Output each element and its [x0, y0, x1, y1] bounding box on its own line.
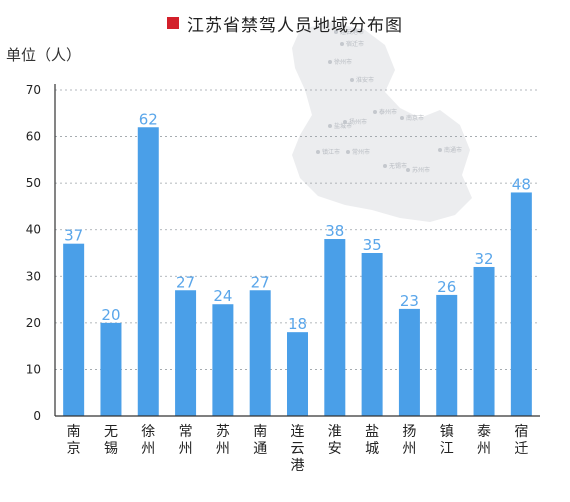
- bar-value-label: 20: [101, 306, 120, 324]
- map-city-dot: [383, 164, 387, 168]
- bars: [63, 127, 532, 416]
- map-city-dot: [373, 110, 377, 114]
- map-city-label: 盐城市: [334, 122, 352, 130]
- bar: [212, 304, 234, 416]
- bar: [249, 290, 271, 416]
- map-city-dot: [438, 148, 442, 152]
- bar-value-label: 18: [288, 315, 307, 333]
- map-city-dot: [406, 168, 410, 172]
- y-axis-unit-label: 单位（人）: [6, 46, 82, 64]
- bar: [100, 322, 122, 416]
- map-city-label: 连云港市: [340, 28, 364, 36]
- map-city-dot: [350, 78, 354, 82]
- bar: [473, 266, 495, 416]
- bar-value-label: 26: [437, 278, 456, 296]
- bar-value-label: 38: [325, 222, 344, 240]
- map-shape: [292, 22, 472, 222]
- x-category-label: 连云港: [291, 424, 305, 474]
- bar-value-label: 24: [213, 287, 232, 305]
- title-marker-icon: [167, 17, 179, 29]
- map-city-dot: [346, 150, 350, 154]
- y-tick-label: 70: [26, 83, 41, 97]
- x-category-label: 淮安: [328, 424, 342, 457]
- map-city-label: 宿迁市: [346, 40, 364, 48]
- y-axis: 0 10 20 30 40 50 60 70: [26, 83, 56, 423]
- bar: [175, 290, 197, 416]
- map-city-dot: [328, 124, 332, 128]
- map-city-label: 南京市: [406, 114, 424, 122]
- bar: [63, 243, 85, 416]
- chart-title: 江苏省禁驾人员地域分布图: [187, 15, 403, 36]
- map-city-label: 无锡市: [389, 162, 407, 170]
- bar: [137, 127, 159, 416]
- map-city-dot: [340, 42, 344, 46]
- x-category-label: 镇江: [440, 424, 454, 457]
- x-category-label: 南京: [67, 424, 81, 457]
- map-city-label: 泰州市: [379, 108, 397, 116]
- map-city-label: 苏州市: [412, 166, 430, 174]
- map-city-dot: [334, 30, 338, 34]
- bar: [324, 239, 346, 416]
- y-tick-label: 50: [26, 176, 41, 190]
- map-city-dot: [328, 60, 332, 64]
- x-category-label: 徐州: [141, 424, 155, 457]
- map-city-label: 扬州市: [349, 118, 367, 126]
- bar: [361, 253, 383, 416]
- map-city-dot: [316, 150, 320, 154]
- map-city-dot: [400, 116, 404, 120]
- bar-value-label: 48: [512, 175, 531, 193]
- x-category-label: 扬州: [402, 424, 416, 457]
- map-city-label: 南通市: [444, 146, 462, 154]
- x-category-label: 常州: [179, 424, 193, 457]
- x-category-label: 南通: [253, 424, 267, 457]
- y-tick-label: 30: [26, 269, 41, 283]
- bar-value-label: 27: [176, 273, 195, 291]
- y-tick-label: 60: [26, 130, 41, 144]
- bar-value-label: 23: [400, 292, 419, 310]
- bar: [287, 332, 308, 416]
- chart-title-row: 江苏省禁驾人员地域分布图: [0, 8, 570, 38]
- bar: [510, 192, 532, 416]
- bar-value-label: 35: [363, 236, 382, 254]
- x-category-label: 泰州: [477, 424, 491, 457]
- y-tick-label: 10: [26, 362, 41, 376]
- bar-value-label: 62: [139, 110, 158, 128]
- gridlines: [55, 89, 540, 370]
- bar: [436, 294, 458, 416]
- map-city-label: 常州市: [352, 148, 370, 156]
- y-tick-label: 20: [26, 316, 41, 330]
- y-tick-label: 40: [26, 223, 41, 237]
- x-category-label: 宿迁: [514, 423, 528, 457]
- bar-value-label: 37: [64, 227, 83, 245]
- bar-value-label: 27: [251, 273, 270, 291]
- map-city-label: 徐州市: [334, 58, 352, 66]
- map-city-dot: [343, 120, 347, 124]
- bar-value-label: 32: [474, 250, 493, 268]
- bar: [398, 308, 420, 416]
- y-tick-label: 0: [33, 409, 41, 423]
- x-category-label: 苏州: [216, 424, 230, 457]
- value-labels: 37 20 62 27 24 27 18 38 35 23 26 32 48: [64, 110, 531, 333]
- x-category-label: 无锡: [104, 424, 118, 457]
- map-city-label: 镇江市: [322, 148, 340, 156]
- x-category-label: 盐城: [365, 424, 379, 457]
- map-city-label: 淮安市: [356, 76, 374, 84]
